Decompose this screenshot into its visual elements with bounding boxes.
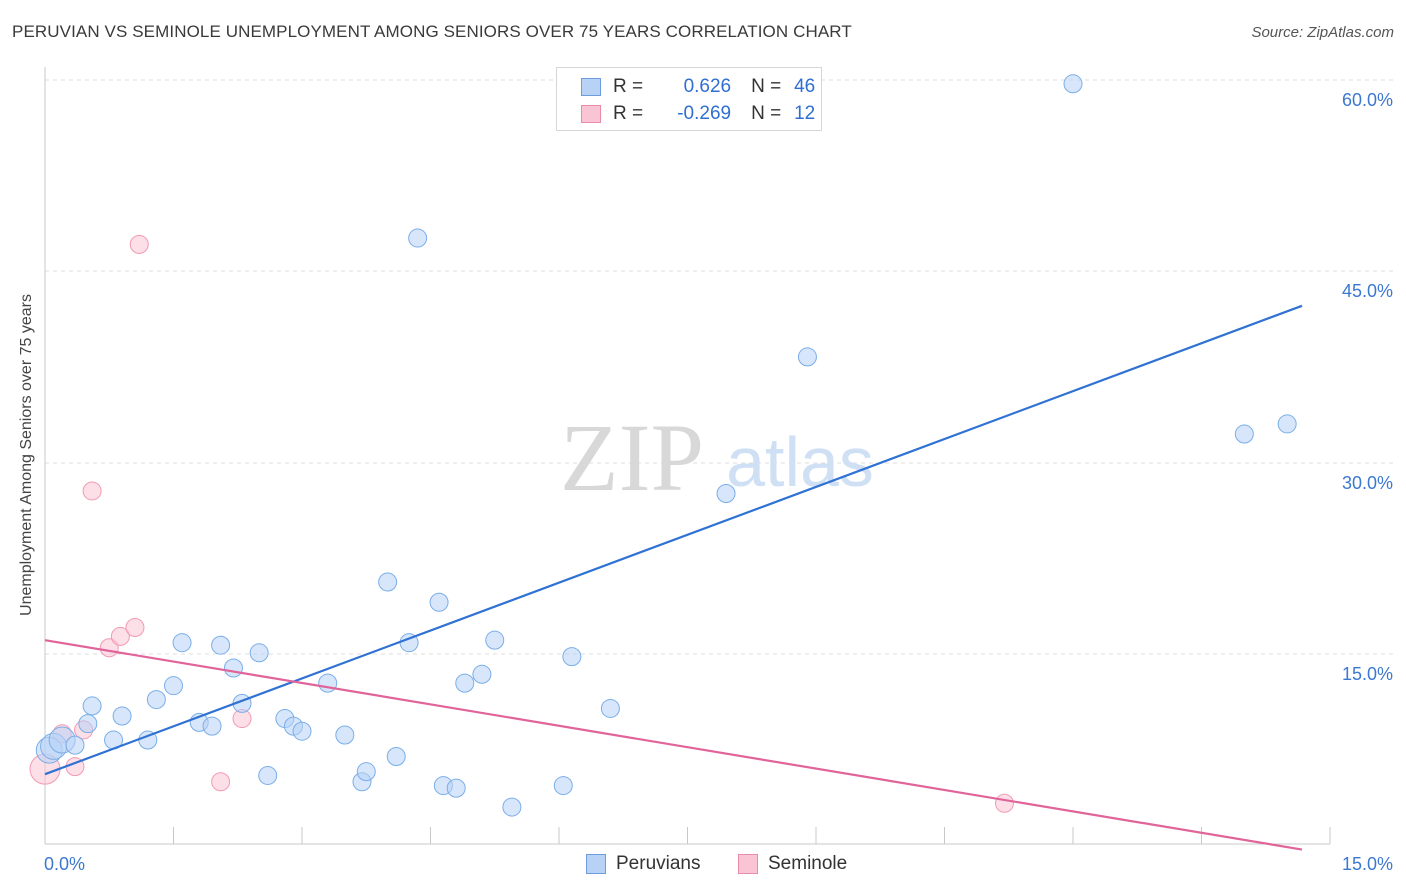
peruvians-point: [211, 635, 231, 655]
seminole-point: [211, 772, 231, 792]
peruvians-point: [378, 572, 398, 592]
chart-title: PERUVIAN VS SEMINOLE UNEMPLOYMENT AMONG …: [12, 22, 852, 41]
series-peruvians: [35, 74, 1297, 817]
source-label: Source: ZipAtlas.com: [1251, 24, 1394, 41]
seminole-legend-icon: [738, 854, 758, 874]
peruvians-point: [429, 592, 449, 612]
peruvians-point: [249, 643, 269, 663]
peruvians-point: [455, 673, 475, 693]
peruvians-point: [223, 658, 243, 678]
seminole-point: [110, 626, 130, 646]
trendline-peruvians: [44, 304, 1303, 776]
tick-labels: 15.0% 30.0% 45.0% 60.0% 0.0% 15.0%: [44, 90, 1393, 874]
y-tick-label: 15.0%: [1342, 664, 1393, 684]
peruvians-point: [600, 698, 620, 718]
y-axis-label: Unemployment Among Seniors over 75 years: [18, 294, 35, 616]
correlation-legend: R = 0.626 N = 46 R = -0.269 N = 12: [556, 67, 822, 131]
peruvians-point: [82, 696, 102, 716]
seminole-point: [129, 234, 149, 254]
legend-item-seminole: Seminole: [738, 851, 847, 877]
y-tick-label: 45.0%: [1342, 281, 1393, 301]
peruvians-point: [502, 797, 522, 817]
x-tick-label: 0.0%: [44, 854, 85, 874]
n-value: 12: [794, 103, 816, 124]
peruvians-point: [386, 746, 406, 766]
peruvians-point: [172, 633, 192, 653]
r-label: R =: [613, 103, 644, 124]
watermark-zip: ZIP: [560, 404, 704, 511]
peruvians-point: [553, 776, 573, 796]
peruvians-point: [472, 664, 492, 684]
legend-row-seminole: R = -0.269 N = 12: [581, 102, 815, 126]
peruvians-point: [318, 673, 338, 693]
peruvians-point: [716, 483, 736, 503]
peruvians-point: [258, 765, 278, 785]
legend-label-peruvians: Peruvians: [616, 853, 701, 874]
seminole-point: [125, 618, 145, 638]
peruvians-point: [78, 714, 98, 734]
peruvians-point: [65, 735, 85, 755]
y-tick-label: 30.0%: [1342, 473, 1393, 493]
legend-item-peruvians: Peruvians: [586, 851, 701, 877]
peruvians-point: [356, 762, 376, 782]
peruvians-point: [202, 716, 222, 736]
peruvians-point: [562, 647, 582, 667]
peruvians-swatch-icon: [581, 78, 601, 96]
watermark: ZIP atlas: [560, 404, 874, 511]
peruvians-point: [292, 721, 312, 741]
y-tick-label: 60.0%: [1342, 90, 1393, 110]
r-label: R =: [613, 76, 644, 97]
seminole-swatch-icon: [581, 105, 601, 123]
grid-lines: [45, 79, 1395, 655]
trendline-seminole: [44, 639, 1303, 851]
peruvians-point: [485, 630, 505, 650]
legend-row-peruvians: R = 0.626 N = 46: [581, 75, 815, 99]
peruvians-point: [1234, 424, 1254, 444]
axes: [44, 67, 1331, 845]
r-value: -0.269: [677, 103, 732, 124]
peruvians-point: [335, 725, 355, 745]
peruvians-point: [408, 228, 428, 248]
x-tick-label: 15.0%: [1342, 854, 1393, 874]
peruvians-point: [797, 347, 817, 367]
seminole-point: [82, 481, 102, 501]
peruvians-point: [446, 778, 466, 798]
peruvians-point: [164, 676, 183, 696]
watermark-atlas: atlas: [726, 423, 874, 501]
n-value: 46: [794, 76, 816, 97]
trendlines: [44, 304, 1303, 851]
n-label: N =: [751, 103, 782, 124]
peruvians-legend-icon: [586, 854, 606, 874]
n-label: N =: [751, 76, 782, 97]
peruvians-point: [146, 690, 166, 710]
r-value: 0.626: [683, 76, 732, 97]
peruvians-point: [1277, 414, 1297, 434]
legend-label-seminole: Seminole: [768, 853, 848, 874]
peruvians-point: [1063, 74, 1083, 94]
peruvians-point: [112, 706, 132, 726]
seminole-point: [994, 793, 1014, 813]
